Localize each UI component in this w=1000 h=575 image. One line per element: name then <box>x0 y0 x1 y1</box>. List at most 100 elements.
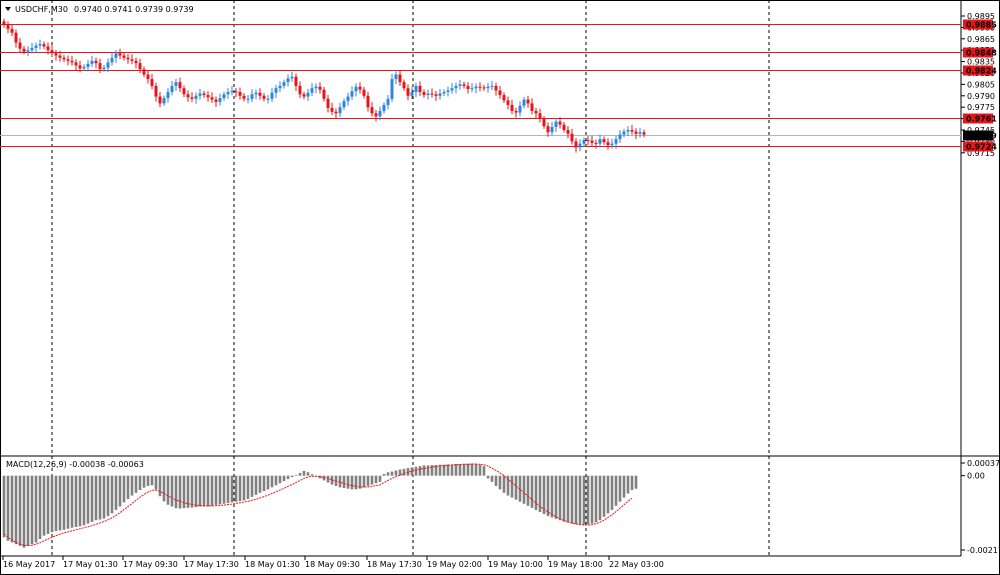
candle-body <box>46 46 50 51</box>
candle-body <box>150 79 154 86</box>
macd-histogram-bar <box>222 475 226 504</box>
candle-body <box>394 74 398 80</box>
macd-histogram-bar <box>462 463 466 476</box>
candle-body <box>322 89 326 99</box>
current-price-tag-label: 0.9739 <box>966 132 997 141</box>
macd-histogram-bar <box>186 475 190 508</box>
macd-histogram-bar <box>614 475 618 506</box>
macd-histogram-bar <box>362 475 366 488</box>
macd-histogram-bar <box>558 475 562 521</box>
horizontal-levels[interactable] <box>0 24 961 147</box>
level-price-tag <box>963 141 993 152</box>
candle-body <box>598 139 602 144</box>
macd-histogram-bar <box>574 475 578 525</box>
macd-histogram <box>2 463 638 548</box>
level-price-tag-label: 0.9848 <box>966 49 997 58</box>
candle-body <box>122 55 126 58</box>
macd-histogram-bar <box>278 475 282 484</box>
candle-body <box>262 95 266 99</box>
macd-histogram-bar <box>258 475 262 493</box>
macd-histogram-bar <box>190 475 194 508</box>
time-tick-label: 17 May 01:30 <box>63 560 118 569</box>
macd-histogram-bar <box>590 475 594 524</box>
candle-body <box>326 98 330 108</box>
macd-histogram-bar <box>370 475 374 485</box>
macd-histogram-bar <box>94 475 98 521</box>
candle-body <box>518 105 522 113</box>
candle-body <box>154 85 158 97</box>
candle-body <box>386 98 390 105</box>
macd-histogram-bar <box>110 475 114 514</box>
macd-histogram-bar <box>478 464 482 476</box>
macd-pane: MACD(12,26,9) -0.00038 -0.00063 0.000370… <box>0 456 1000 557</box>
time-tick-label: 17 May 09:30 <box>123 560 178 569</box>
macd-histogram-bar <box>26 475 30 546</box>
macd-histogram-bar <box>386 472 390 476</box>
candle-body <box>174 82 178 86</box>
macd-histogram-bar <box>18 475 22 546</box>
macd-histogram-bar <box>506 475 510 496</box>
candle-body <box>114 53 118 58</box>
macd-histogram-bar <box>446 464 450 476</box>
symbol-dropdown-icon[interactable] <box>5 7 11 11</box>
price-tick-label: 0.9835 <box>967 58 995 67</box>
price-level-tags: 0.9885 0.9848 0.9824 0.9761 0.9724 0.9739 <box>963 19 997 152</box>
macd-histogram-bar <box>130 475 134 496</box>
candle-body <box>138 63 142 70</box>
macd-histogram-bar <box>422 465 426 476</box>
candle-body <box>166 92 170 99</box>
macd-histogram-bar <box>118 475 122 507</box>
macd-histogram-bar <box>82 475 86 526</box>
candle-body <box>118 53 122 56</box>
macd-histogram-bar <box>522 475 526 504</box>
candle-body <box>98 63 102 70</box>
candle-body <box>462 84 466 86</box>
candle-body <box>630 130 634 132</box>
time-tick-label: 18 May 17:30 <box>367 560 422 569</box>
candle-body <box>78 65 82 69</box>
macd-histogram-bar <box>374 475 378 484</box>
macd-histogram-bar <box>430 465 434 476</box>
level-price-tag <box>963 19 993 30</box>
candle-body <box>86 63 90 67</box>
macd-histogram-bar <box>550 475 554 518</box>
candle-body <box>2 21 6 26</box>
candle-body <box>626 130 630 132</box>
candle-body <box>618 134 622 140</box>
level-price-tag-label: 0.9824 <box>966 67 997 76</box>
candle-body <box>550 126 554 133</box>
candle-body <box>230 91 234 93</box>
candle-body <box>34 45 38 48</box>
macd-histogram-bar <box>286 475 290 480</box>
candle-body <box>602 139 606 143</box>
candle-body <box>298 85 302 95</box>
time-tick-label: 19 May 10:00 <box>488 560 543 569</box>
candle-body <box>466 85 470 89</box>
macd-histogram-bar <box>54 475 58 532</box>
price-tick-label: 0.9865 <box>967 35 995 44</box>
candle-body <box>478 86 482 88</box>
macd-histogram-bar <box>90 475 94 522</box>
candle-body <box>90 60 94 64</box>
candle-body <box>38 44 42 46</box>
macd-histogram-bar <box>194 475 198 508</box>
macd-histogram-bar <box>410 467 414 476</box>
macd-histogram-bar <box>510 475 514 498</box>
macd-histogram-bar <box>562 475 566 522</box>
macd-histogram-bar <box>86 475 90 524</box>
macd-histogram-bar <box>582 475 586 525</box>
price-tick-label: 0.9805 <box>967 80 995 89</box>
symbol-label: USDCHF,M30 <box>15 5 68 14</box>
candle-body <box>358 86 362 90</box>
candle-body <box>142 69 146 75</box>
candle-body <box>294 76 298 86</box>
ohlc-label: 0.9740 0.9741 0.9739 0.9739 <box>74 5 194 14</box>
macd-histogram-bar <box>390 471 394 476</box>
level-price-tag-label: 0.9761 <box>966 115 997 124</box>
macd-histogram-bar <box>310 474 314 476</box>
time-tick-label: 16 May 2017 <box>3 560 55 569</box>
macd-histogram-bar <box>350 475 354 490</box>
candle-body <box>378 111 382 117</box>
macd-histogram-bar <box>578 475 582 525</box>
